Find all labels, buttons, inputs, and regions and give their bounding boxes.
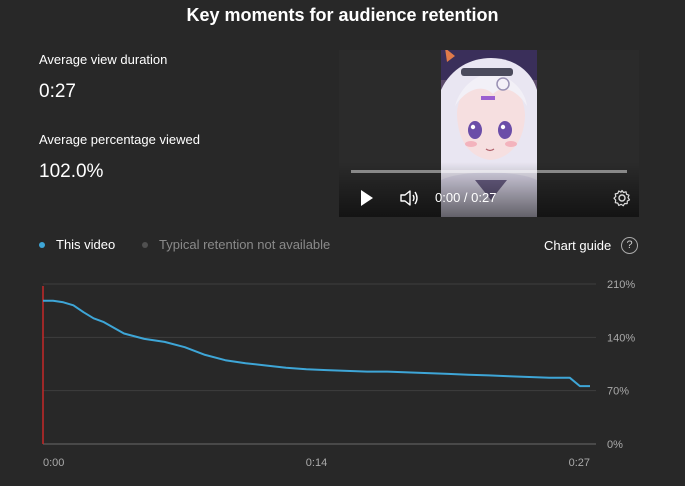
retention-chart[interactable]: 210% 140% 70% 0% 0:00 0:14 0:27 (0, 270, 685, 475)
page-title: Key moments for audience retention (186, 5, 499, 25)
x-tick-label: 0:00 (43, 457, 64, 469)
y-tick-label: 0% (607, 439, 623, 451)
y-tick-label: 70% (607, 386, 629, 398)
legend-typical-retention: Typical retention not available (142, 237, 330, 252)
time-readout: 0:00 / 0:27 (435, 190, 497, 205)
x-tick-label: 0:27 (569, 457, 590, 469)
avg-percentage-viewed-value: 102.0% (39, 161, 104, 182)
typical-retention-dot-icon (142, 241, 148, 248)
help-icon[interactable]: ? (621, 237, 638, 254)
retention-line (43, 299, 590, 388)
settings-icon[interactable] (613, 189, 631, 212)
chart-guide-link[interactable]: Chart guide (544, 238, 612, 253)
avg-view-duration-value: 0:27 (39, 81, 76, 102)
legend-this-video[interactable]: This video (39, 237, 115, 252)
play-icon[interactable] (359, 189, 375, 212)
legend-typical-label: Typical retention not available (159, 237, 331, 252)
this-video-dot-icon (39, 241, 45, 248)
controls-overlay (339, 162, 639, 217)
avg-percentage-viewed-label: Average percentage viewed (39, 132, 200, 147)
y-tick-label: 140% (607, 332, 635, 344)
avg-view-duration-label: Average view duration (39, 52, 168, 67)
progress-bar[interactable] (351, 170, 627, 173)
volume-icon[interactable] (399, 189, 419, 212)
y-tick-label: 210% (607, 279, 635, 291)
video-player[interactable]: 0:00 / 0:27 (339, 50, 639, 217)
x-tick-label: 0:14 (306, 457, 327, 469)
legend-this-video-label: This video (56, 237, 116, 252)
